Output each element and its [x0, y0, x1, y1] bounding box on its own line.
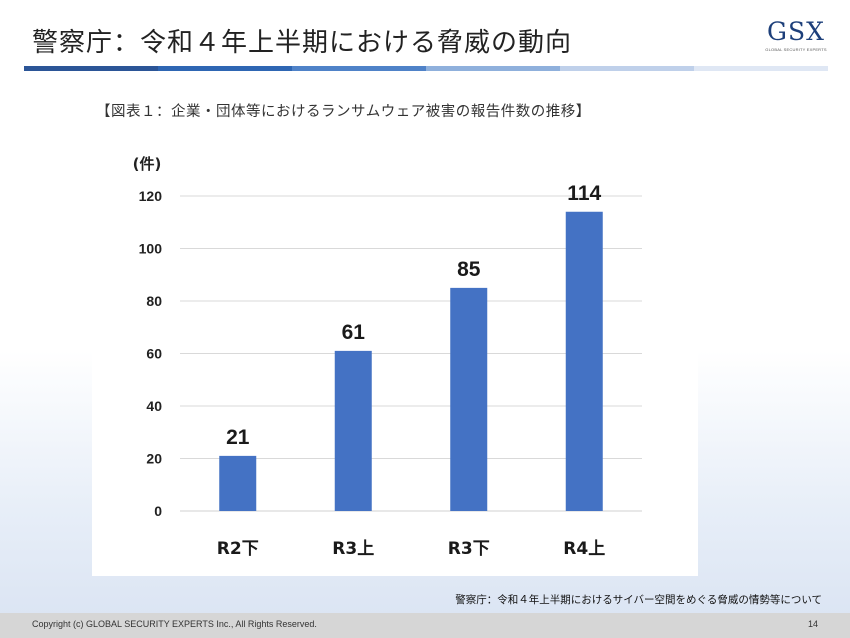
x-tick-label: R3上 — [332, 539, 374, 559]
y-tick-label: 60 — [146, 346, 162, 362]
bar — [565, 211, 603, 511]
data-label: 61 — [342, 321, 366, 344]
slide-title: 警察庁：令和４年上半期における脅威の動向 — [32, 28, 573, 58]
title-underline-segment — [694, 66, 828, 71]
title-underline-segment — [24, 66, 158, 71]
page-number: 14 — [807, 619, 818, 629]
bar — [334, 350, 372, 511]
bar — [219, 455, 257, 511]
logo-subtitle: GLOBAL SECURITY EXPERTS — [765, 47, 827, 52]
y-axis-unit-label: (件) — [133, 155, 162, 173]
source-note: 警察庁：令和４年上半期におけるサイバー空間をめぐる脅威の情勢等について — [455, 594, 822, 606]
x-tick-label: R4上 — [563, 539, 605, 559]
copyright-text: Copyright (c) GLOBAL SECURITY EXPERTS In… — [32, 619, 317, 629]
y-tick-label: 40 — [146, 398, 162, 414]
y-tick-label: 120 — [139, 188, 163, 204]
title-underline-segment — [426, 66, 560, 71]
y-tick-label: 20 — [146, 451, 162, 467]
x-tick-label: R2下 — [217, 539, 259, 559]
y-tick-label: 100 — [139, 241, 163, 257]
bar — [450, 287, 488, 511]
title-underline-segment — [292, 66, 426, 71]
footer-bar: Copyright (c) GLOBAL SECURITY EXPERTS In… — [0, 613, 850, 638]
chart-title: 【図表１：企業・団体等におけるランサムウェア被害の報告件数の推移】 — [96, 104, 591, 120]
data-label: 21 — [226, 426, 250, 449]
y-tick-label: 0 — [154, 503, 162, 519]
x-tick-label: R3下 — [448, 539, 490, 559]
title-underline — [24, 66, 828, 71]
title-underline-segment — [158, 66, 292, 71]
title-underline-segment — [560, 66, 694, 71]
y-tick-label: 80 — [146, 293, 162, 309]
company-logo: GSX GLOBAL SECURITY EXPERTS — [764, 17, 828, 53]
data-label: 85 — [457, 258, 481, 281]
logo-text: GSX — [767, 17, 825, 46]
data-label: 114 — [567, 182, 601, 205]
